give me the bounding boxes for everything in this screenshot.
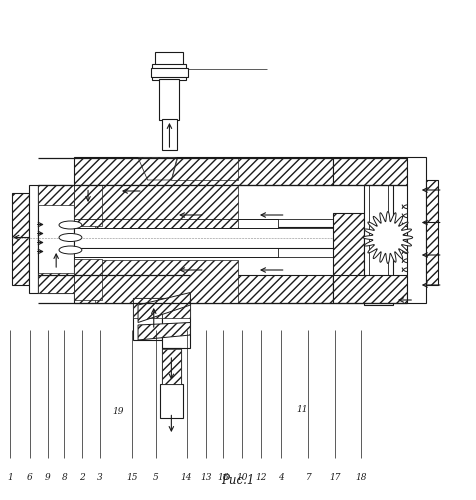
Bar (133, 298, 162, 318)
Text: 2: 2 (79, 472, 85, 482)
Text: 6: 6 (27, 472, 33, 482)
Ellipse shape (59, 221, 82, 229)
Bar (151, 68, 188, 76)
Bar (74, 248, 278, 256)
Text: 17: 17 (329, 472, 340, 482)
Text: 15: 15 (127, 472, 138, 482)
Text: 14: 14 (181, 472, 192, 482)
Bar (74, 185, 102, 226)
Text: 1: 1 (8, 472, 13, 482)
Bar (38, 185, 74, 205)
Text: 13: 13 (200, 472, 211, 482)
Bar (74, 228, 340, 248)
Bar (162, 298, 190, 318)
Text: 19: 19 (112, 408, 124, 416)
Text: 9: 9 (45, 472, 50, 482)
Ellipse shape (59, 246, 82, 254)
Bar (74, 158, 333, 185)
Bar (426, 180, 438, 285)
Polygon shape (138, 322, 190, 340)
Text: 18: 18 (355, 472, 367, 482)
Bar (162, 348, 181, 385)
Bar (162, 119, 177, 150)
Bar (133, 298, 162, 340)
Bar (38, 272, 74, 292)
Polygon shape (171, 158, 238, 180)
Bar (74, 218, 278, 228)
Text: 16: 16 (217, 472, 228, 482)
Polygon shape (138, 292, 190, 322)
Bar (369, 180, 388, 300)
Bar (159, 79, 179, 120)
Bar (364, 178, 393, 305)
Bar (333, 212, 364, 290)
Text: 5: 5 (153, 472, 159, 482)
Bar (160, 384, 183, 418)
Text: Рис.1: Рис.1 (221, 474, 255, 488)
Bar (95, 260, 238, 302)
Text: 12: 12 (255, 472, 267, 482)
Bar (152, 64, 186, 80)
Text: 4: 4 (278, 472, 284, 482)
Bar (95, 185, 238, 228)
Polygon shape (363, 212, 413, 264)
Bar (29, 185, 38, 292)
Bar (74, 275, 333, 302)
Ellipse shape (59, 234, 82, 241)
Bar (155, 52, 183, 65)
Text: 8: 8 (61, 472, 67, 482)
Bar (74, 259, 102, 300)
Text: 3: 3 (97, 472, 103, 482)
Bar (416, 228, 436, 246)
Bar (333, 275, 407, 302)
Polygon shape (138, 158, 177, 180)
Text: 11: 11 (297, 405, 308, 414)
Bar (38, 185, 74, 292)
Text: 10: 10 (236, 472, 248, 482)
Bar (333, 158, 407, 185)
Bar (407, 158, 426, 302)
Bar (12, 192, 29, 285)
Bar (162, 298, 190, 348)
Bar (162, 349, 181, 384)
Text: 7: 7 (306, 472, 311, 482)
